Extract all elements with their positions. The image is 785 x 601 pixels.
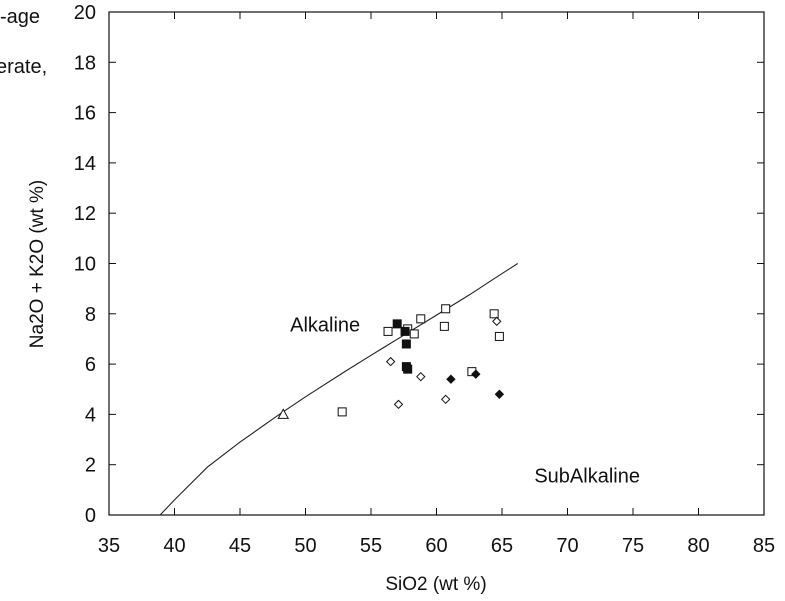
x-tick-label: 80 — [687, 535, 709, 557]
open-diamond-point — [492, 316, 502, 327]
open-diamond-point — [440, 394, 451, 405]
open-triangle-point — [277, 408, 290, 419]
open-diamond-point — [393, 399, 404, 410]
open-diamond-point — [385, 356, 396, 367]
open-square-point — [409, 329, 419, 339]
y-tick-label: 8 — [85, 304, 96, 326]
y-tick-label: 20 — [74, 2, 96, 24]
y-tick-label: 14 — [74, 153, 96, 175]
alkaline-subalkaline-divider — [159, 263, 518, 516]
filled-diamond-point — [494, 389, 505, 399]
region-label: Alkaline — [290, 314, 360, 336]
open-square-point — [383, 326, 393, 336]
filled-square-point — [400, 326, 410, 336]
x-axis-title: SiO2 (wt %) — [385, 574, 486, 595]
legend-fragment-2: erate, — [0, 56, 47, 78]
y-tick-label: 10 — [74, 254, 96, 276]
y-tick-label: 2 — [85, 455, 96, 477]
y-tick-label: 16 — [74, 103, 96, 125]
y-tick-label: 12 — [74, 203, 96, 225]
region-label: SubAlkaline — [534, 465, 640, 487]
x-tick-label: 55 — [360, 535, 382, 557]
data-points — [277, 304, 505, 419]
plot-frame — [108, 11, 765, 516]
filled-square-point — [403, 364, 413, 374]
x-tick-label: 35 — [98, 535, 120, 557]
x-tick-label: 65 — [491, 535, 513, 557]
x-tick-labels: 35 40 45 50 55 60 65 70 75 80 85 — [98, 535, 775, 557]
open-square-point — [337, 407, 347, 417]
open-square-point — [439, 321, 449, 331]
y-tick-label: 6 — [85, 354, 96, 376]
filled-square-point — [401, 339, 411, 349]
x-tick-label: 75 — [622, 535, 644, 557]
filled-diamond-point — [446, 374, 456, 384]
x-tick-label: 70 — [556, 535, 578, 557]
open-square-point — [441, 304, 451, 314]
x-tick-label: 85 — [753, 535, 775, 557]
y-tick-label: 0 — [85, 505, 96, 527]
y-axis-title: Na2O + K2O (wt %) — [27, 180, 48, 348]
x-tick-label: 60 — [425, 535, 447, 557]
open-square-point — [489, 309, 499, 319]
y-tick-label: 18 — [74, 52, 96, 74]
open-diamond-point — [416, 371, 426, 382]
open-square-point — [416, 314, 426, 324]
filled-diamond-point — [471, 369, 481, 379]
y-tick-label: 4 — [85, 404, 96, 426]
x-tick-label: 50 — [294, 535, 316, 557]
x-tick-label: 45 — [229, 535, 251, 557]
open-square-point — [494, 331, 504, 341]
y-tick-labels: 0 2 4 6 8 10 12 14 16 18 20 — [74, 2, 96, 527]
region-labels: Alkaline SubAlkaline — [290, 314, 640, 487]
axis-ticks — [108, 11, 765, 516]
filled-square-point — [392, 319, 402, 329]
x-tick-label: 40 — [163, 535, 185, 557]
legend-fragment-1: -age — [0, 6, 40, 28]
